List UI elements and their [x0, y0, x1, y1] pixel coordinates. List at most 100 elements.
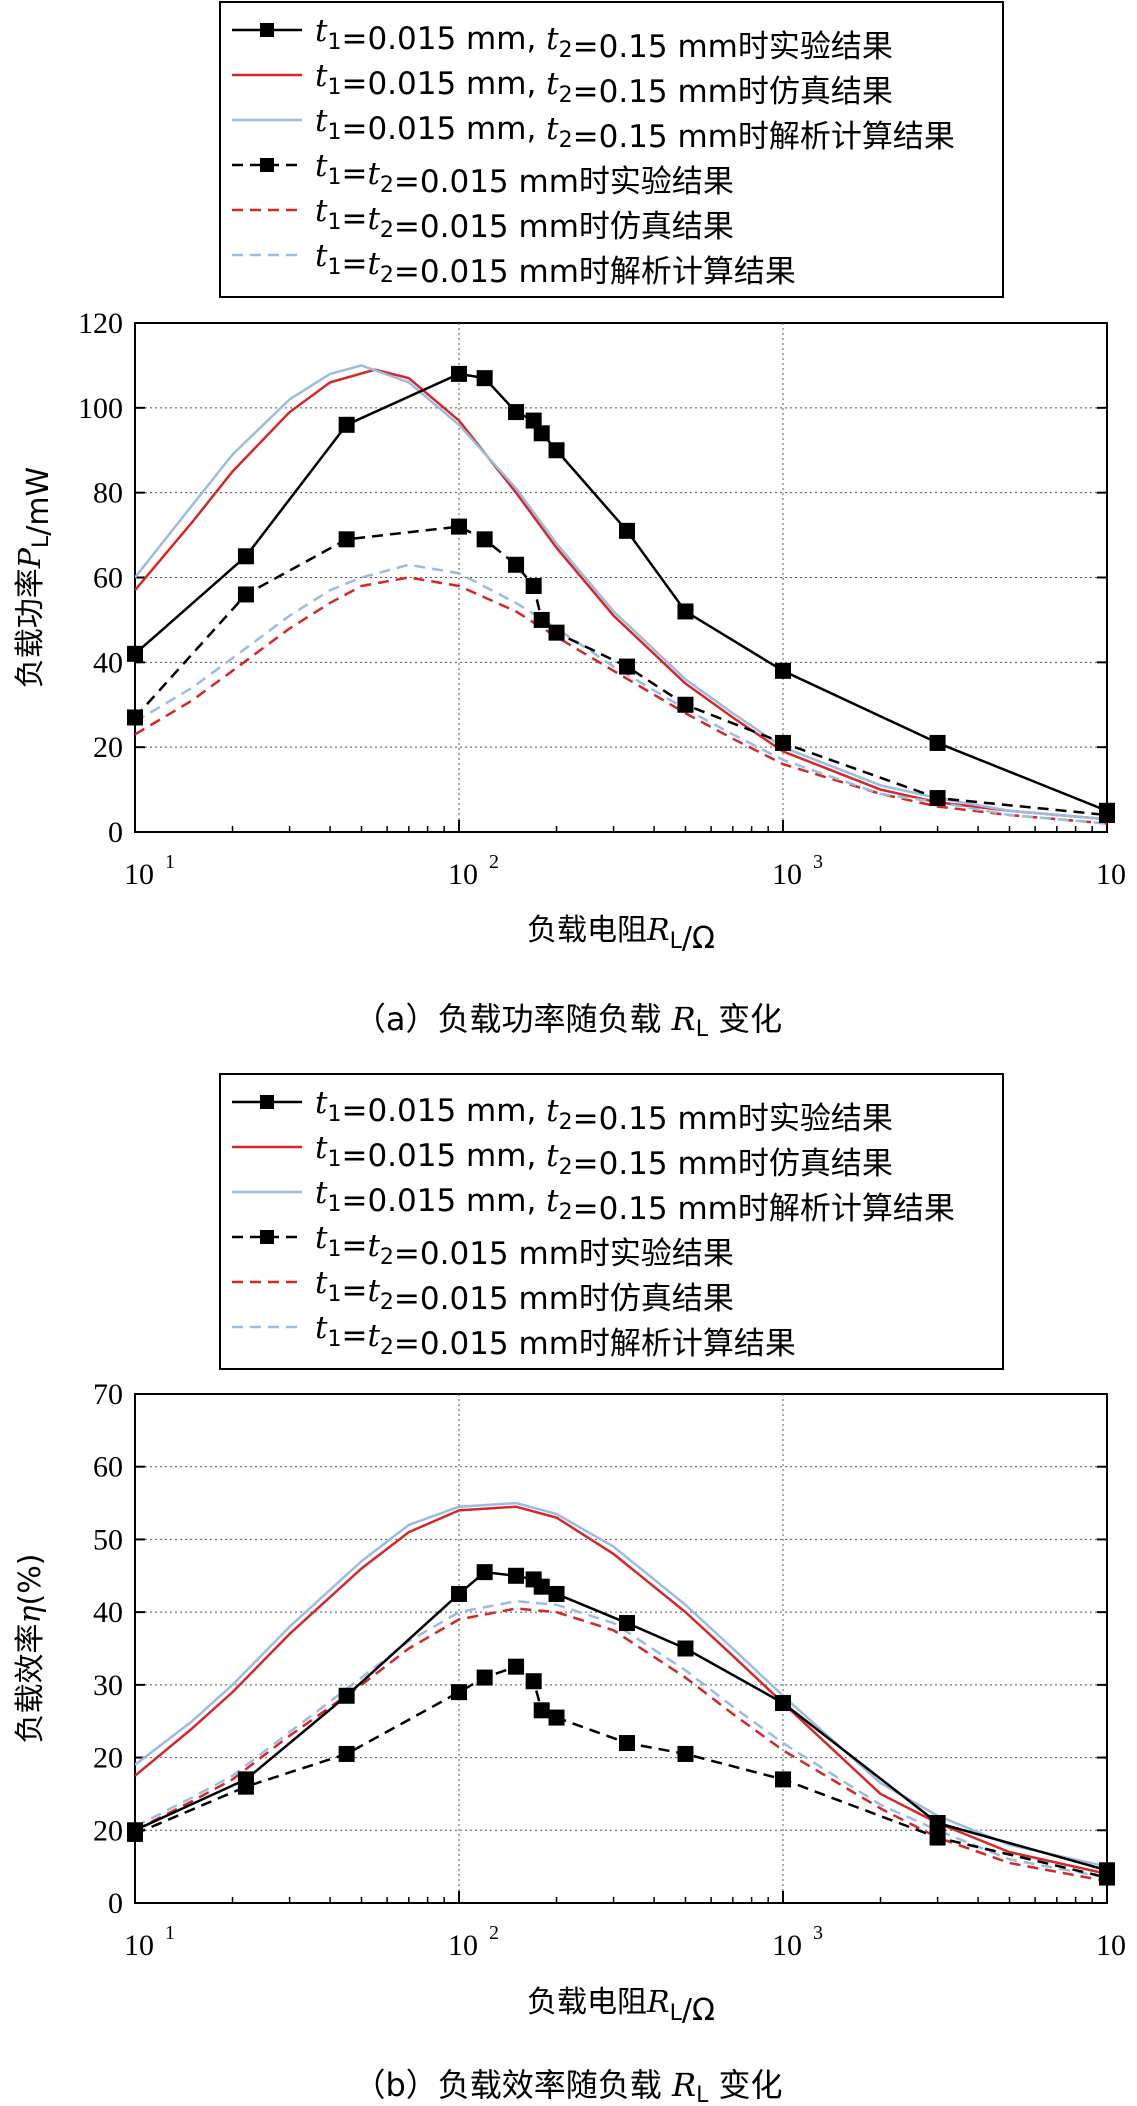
data-point	[533, 1578, 550, 1595]
legend-item: t1=t2=0.015 mm时实验结果	[232, 148, 734, 200]
series-3	[127, 1658, 1115, 1886]
data-point	[237, 586, 254, 603]
x-tick-base: 10	[124, 1929, 154, 1962]
legend-marker	[260, 158, 274, 172]
x-tick-label: 10 2	[448, 851, 499, 891]
series-4	[135, 1607, 1107, 1883]
series-line	[135, 364, 1107, 821]
data-point	[618, 1615, 635, 1632]
legend-item: t1=t2=0.015 mm时解析计算结果	[232, 1310, 796, 1362]
legend-label: t1=t2=0.015 mm时解析计算结果	[315, 238, 796, 290]
legend-item: t1=0.015 mm, t2=0.15 mm时解析计算结果	[232, 1175, 955, 1227]
legend-label: t1=t2=0.015 mm时解析计算结果	[315, 1310, 796, 1362]
legend-item: t1=t2=0.015 mm时仿真结果	[232, 193, 734, 245]
data-point	[127, 1825, 143, 1842]
series-5	[135, 563, 1107, 825]
x-tick-label: 104	[1096, 1929, 1126, 1962]
x-tick-label: 10 3	[772, 1922, 823, 1962]
data-point	[451, 1684, 467, 1701]
x-tick-label: 10 1	[124, 1922, 175, 1962]
y-tick-label: 20	[93, 1742, 123, 1775]
data-point	[618, 522, 635, 539]
x-tick-exp: 2	[489, 1922, 499, 1944]
data-point	[451, 518, 467, 535]
data-point	[618, 1735, 635, 1752]
data-point	[1099, 1869, 1115, 1886]
series-0	[127, 1564, 1115, 1879]
data-point	[451, 365, 467, 382]
legend-label: t1=0.015 mm, t2=0.15 mm时仿真结果	[315, 58, 893, 110]
series-line	[135, 525, 1107, 817]
y-tick-label: 30	[93, 1669, 123, 1702]
x-tick-base: 10	[124, 858, 154, 891]
y-tick-label: 120	[78, 307, 123, 340]
legend-label: t1=0.015 mm, t2=0.15 mm时解析计算结果	[315, 1175, 955, 1227]
data-point	[548, 1709, 565, 1726]
x-tick-base: 10	[448, 858, 478, 891]
x-tick-exp: 2	[489, 851, 499, 873]
y-tick-label: 0	[108, 1887, 123, 1920]
data-point	[508, 1567, 525, 1584]
legend-label: t1=t2=0.015 mm时实验结果	[315, 1220, 734, 1272]
x-tick-base: 10	[1096, 1929, 1126, 1962]
data-point	[127, 709, 143, 726]
data-point	[237, 1778, 254, 1795]
data-point	[548, 624, 565, 641]
data-point	[451, 1585, 467, 1602]
data-point	[508, 1658, 525, 1675]
x-tick-base: 10	[772, 858, 802, 891]
x-tick-exp: 3	[813, 1922, 823, 1944]
y-tick-label: 50	[93, 1523, 123, 1556]
legend-item: t1=t2=0.015 mm时解析计算结果	[232, 238, 796, 290]
x-tick-exp: 1	[165, 851, 175, 873]
series-3	[127, 518, 1115, 824]
legend-item: t1=0.015 mm, t2=0.15 mm时实验结果	[232, 1085, 893, 1137]
x-tick-label: 104	[1096, 858, 1126, 891]
data-point	[775, 662, 791, 679]
x-axis-label: 负载电阻RL/Ω	[527, 913, 715, 956]
series-line	[135, 1505, 1107, 1876]
legend-item: t1=t2=0.015 mm时仿真结果	[232, 1265, 734, 1317]
data-point	[533, 1702, 550, 1719]
data-point	[548, 442, 565, 459]
legend-label: t1=t2=0.015 mm时仿真结果	[315, 1265, 734, 1317]
data-point	[929, 1829, 946, 1846]
data-point	[508, 556, 525, 573]
data-point	[775, 1695, 791, 1712]
legend-label: t1=0.015 mm, t2=0.15 mm时实验结果	[315, 1085, 893, 1137]
efficiency-chart: t1=0.015 mm, t2=0.15 mm时实验结果 t1=0.015 mm,…	[13, 1073, 1126, 2106]
x-tick-label: 10 1	[124, 851, 175, 891]
x-tick-label: 10 3	[772, 851, 823, 891]
data-point	[929, 734, 946, 751]
data-point	[476, 531, 493, 548]
data-point	[548, 1585, 565, 1602]
legend-item: t1=0.015 mm, t2=0.15 mm时仿真结果	[232, 58, 893, 110]
data-point	[929, 1815, 946, 1832]
data-point	[677, 696, 694, 713]
series-1	[135, 368, 1107, 821]
data-point	[677, 603, 694, 620]
legend-box	[219, 1073, 1004, 1370]
series-line	[135, 576, 1107, 825]
legend-label: t1=t2=0.015 mm时实验结果	[315, 148, 734, 200]
data-point	[525, 412, 542, 429]
data-point	[338, 1745, 355, 1762]
data-point	[127, 645, 143, 662]
x-tick-label: 10 2	[448, 1922, 499, 1962]
y-axis-label: 负载效率η(%)	[13, 1554, 48, 1744]
x-axis-label: 负载电阻RL/Ω	[527, 1985, 715, 2028]
data-point	[533, 611, 550, 628]
legend-marker	[260, 23, 274, 37]
series-line	[135, 1665, 1107, 1879]
data-point	[533, 425, 550, 442]
data-point	[775, 734, 791, 751]
x-tick-base: 10	[448, 1929, 478, 1962]
data-point	[338, 1687, 355, 1704]
y-tick-label: 60	[93, 562, 123, 595]
y-tick-label: 0	[108, 816, 123, 849]
legend-item: t1=t2=0.015 mm时实验结果	[232, 1220, 734, 1272]
legend-label: t1=0.015 mm, t2=0.15 mm时解析计算结果	[315, 103, 955, 155]
legend-label: t1=t2=0.015 mm时仿真结果	[315, 193, 734, 245]
legend-label: t1=0.015 mm, t2=0.15 mm时实验结果	[315, 13, 893, 65]
